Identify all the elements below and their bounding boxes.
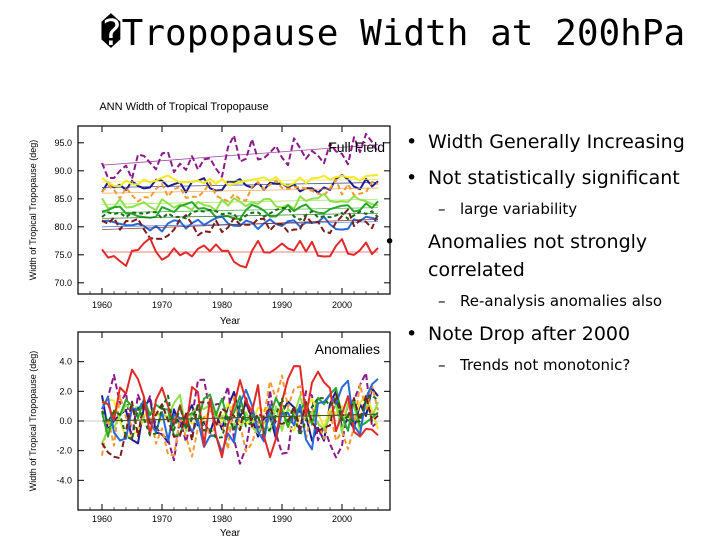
- bullet-4: • Note Drop after 2000: [406, 320, 630, 348]
- bullet-glyph: •: [406, 131, 418, 153]
- series-line-brown: [101, 393, 379, 460]
- sub-glyph: –: [438, 200, 446, 218]
- series-line-green: [101, 386, 379, 438]
- y-tick-label: 70.0: [54, 278, 72, 288]
- panel-label: Full Field: [328, 139, 385, 155]
- trend-line-purple: [101, 144, 379, 166]
- y-tick-label: 2.0: [59, 386, 72, 396]
- series-line-red: [101, 237, 379, 269]
- x-tick-label: 1980: [212, 514, 232, 524]
- y-tick-label: -4.0: [56, 475, 72, 485]
- series-line-dark-green: [101, 394, 379, 441]
- charts-svg: ANN Width of Tropical Tropopause 1960 1970…: [28, 101, 391, 539]
- bullet-4-text: Note Drop after 2000: [428, 323, 631, 345]
- series-line-orange: [101, 179, 379, 203]
- bullet-1-text: Width Generally Increasing: [428, 131, 685, 153]
- bullet-3: • Anomalies not strongly correlated: [384, 228, 718, 284]
- y-tick-label: 85.0: [54, 194, 72, 204]
- sub-bullet-2-text: Re-analysis anomalies also: [460, 292, 663, 310]
- y-axis-label: Width of Tropical Tropopause (deg): [28, 140, 38, 281]
- series-line-purple: [101, 132, 379, 180]
- x-tick-label: 1990: [272, 300, 292, 310]
- bullet-1: • Width Generally Increasing: [406, 128, 685, 156]
- bullet-3-text: Anomalies not strongly correlated: [428, 231, 648, 281]
- panel-label: Anomalies: [315, 341, 380, 357]
- sub-bullet-1-text: large variability: [460, 200, 578, 218]
- plots-area: ANN Width of Tropical Tropopause 1960 1970…: [0, 88, 400, 540]
- y-tick-label: 90.0: [54, 166, 72, 176]
- bullet-2-text: Not statistically significant: [428, 167, 680, 189]
- trend-line-dark-green: [101, 413, 379, 422]
- trend-line-dark-green: [101, 212, 379, 219]
- series-line-purple: [101, 372, 379, 465]
- x-axis-label: Year: [220, 528, 241, 539]
- sub-bullet-3: – Trends not monotonic?: [438, 354, 630, 376]
- series-line-dark-green: [101, 207, 379, 222]
- bullet-glyph: •: [406, 167, 418, 189]
- x-tick-label: 2000: [332, 300, 352, 310]
- y-tick-label: 75.0: [54, 250, 72, 260]
- series-line-blue: [101, 215, 379, 233]
- y-tick-label: 95.0: [54, 138, 72, 148]
- trend-line-light-green: [101, 198, 379, 205]
- bullet-glyph: •: [406, 323, 418, 345]
- sub-bullet-3-text: Trends not monotonic?: [460, 356, 631, 374]
- bullet-2: • Not statistically significant: [406, 164, 680, 192]
- trend-line-dark-blue: [101, 182, 379, 188]
- x-tick-label: 1960: [92, 300, 112, 310]
- x-tick-label: 2000: [332, 514, 352, 524]
- y-tick-label: 4.0: [59, 357, 72, 367]
- slide-title: �Tropopause Width at 200hPa: [100, 13, 686, 54]
- trend-line-yellow: [101, 179, 379, 183]
- bullet-glyph: •: [384, 231, 396, 253]
- sub-bullet-1: – large variability: [438, 198, 577, 220]
- x-tick-label: 1990: [272, 514, 292, 524]
- x-tick-label: 1960: [92, 514, 112, 524]
- sub-glyph: –: [438, 356, 446, 374]
- sub-glyph: –: [438, 292, 446, 310]
- x-tick-label: 1970: [152, 514, 172, 524]
- y-axis-label: Width of Tropical Tropopause (deg): [28, 351, 38, 492]
- x-tick-label: 1980: [212, 300, 232, 310]
- trend-line-brown: [101, 218, 379, 230]
- sub-bullet-2: – Re-analysis anomalies also: [438, 290, 662, 312]
- chart-title: ANN Width of Tropical Tropopause: [99, 101, 268, 113]
- y-tick-label: 80.0: [54, 222, 72, 232]
- x-axis-label: Year: [220, 316, 241, 327]
- x-tick-label: 1970: [152, 300, 172, 310]
- trend-line-orange: [101, 187, 379, 194]
- y-tick-label: 0.0: [59, 416, 72, 426]
- y-tick-label: -2.0: [56, 446, 72, 456]
